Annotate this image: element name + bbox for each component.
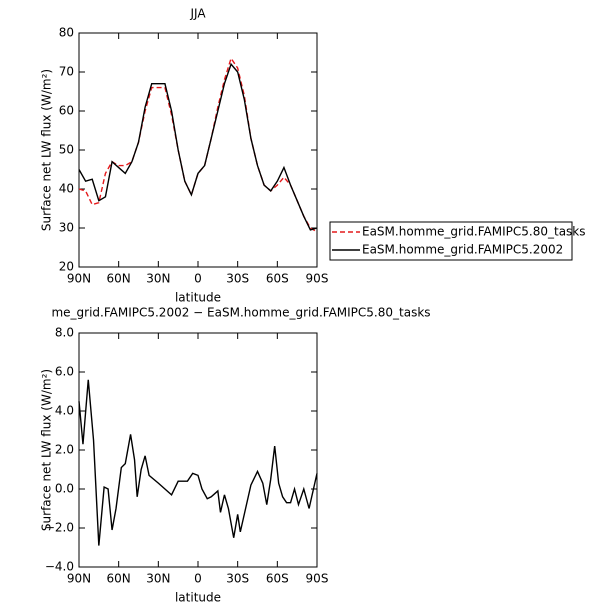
x-tick-label: 90N [67,572,91,586]
data-line [78,56,318,233]
y-tick-label: 40 [59,182,74,196]
legend-label: EaSM.homme_grid.FAMIPC5.2002 [362,243,563,257]
x-tick-label: 30N [146,572,170,586]
plot-frame [78,32,318,268]
chart-title: JJA [189,7,206,21]
y-tick-label: 60 [59,104,74,118]
x-axis-label: latitude [175,591,221,605]
y-tick-label: 8.0 [55,326,74,340]
y-tick-label: 4.0 [55,404,74,418]
y-axis-label: Surface net LW flux (W/m²) [40,69,54,231]
x-tick-label: 0 [194,572,202,586]
x-tick-label: 90S [306,572,329,586]
y-tick-label: 50 [59,143,74,157]
x-tick-label: 30S [226,572,249,586]
y-tick-label: 70 [59,65,74,79]
y-tick-label: 20 [59,260,74,274]
x-tick-label: 30S [226,272,249,286]
data-line [78,62,318,231]
plot-frame [78,332,318,568]
legend-box [329,221,573,261]
x-tick-label: 60S [266,272,289,286]
data-line [78,379,318,546]
y-tick-label: 0.0 [55,482,74,496]
legend-label: EaSM.homme_grid.FAMIPC5.80_tasks [362,225,586,239]
x-tick-label: 30N [146,272,170,286]
y-tick-label: 6.0 [55,365,74,379]
y-axis-label: Surface net LW flux (W/m²) [40,369,54,531]
y-tick-label: 2.0 [55,443,74,457]
y-tick-label: −4.0 [45,560,74,574]
x-tick-label: 90N [67,272,91,286]
chart-title: me_grid.FAMIPC5.2002 − EaSM.homme_grid.F… [51,306,430,320]
x-axis-label: latitude [175,291,221,305]
x-tick-label: 60N [107,572,131,586]
x-tick-label: 60N [107,272,131,286]
y-tick-label: 80 [59,26,74,40]
x-tick-label: 90S [306,272,329,286]
x-tick-label: 60S [266,572,289,586]
y-tick-label: 30 [59,221,74,235]
x-tick-label: 0 [194,272,202,286]
y-tick-label: −2.0 [45,521,74,535]
